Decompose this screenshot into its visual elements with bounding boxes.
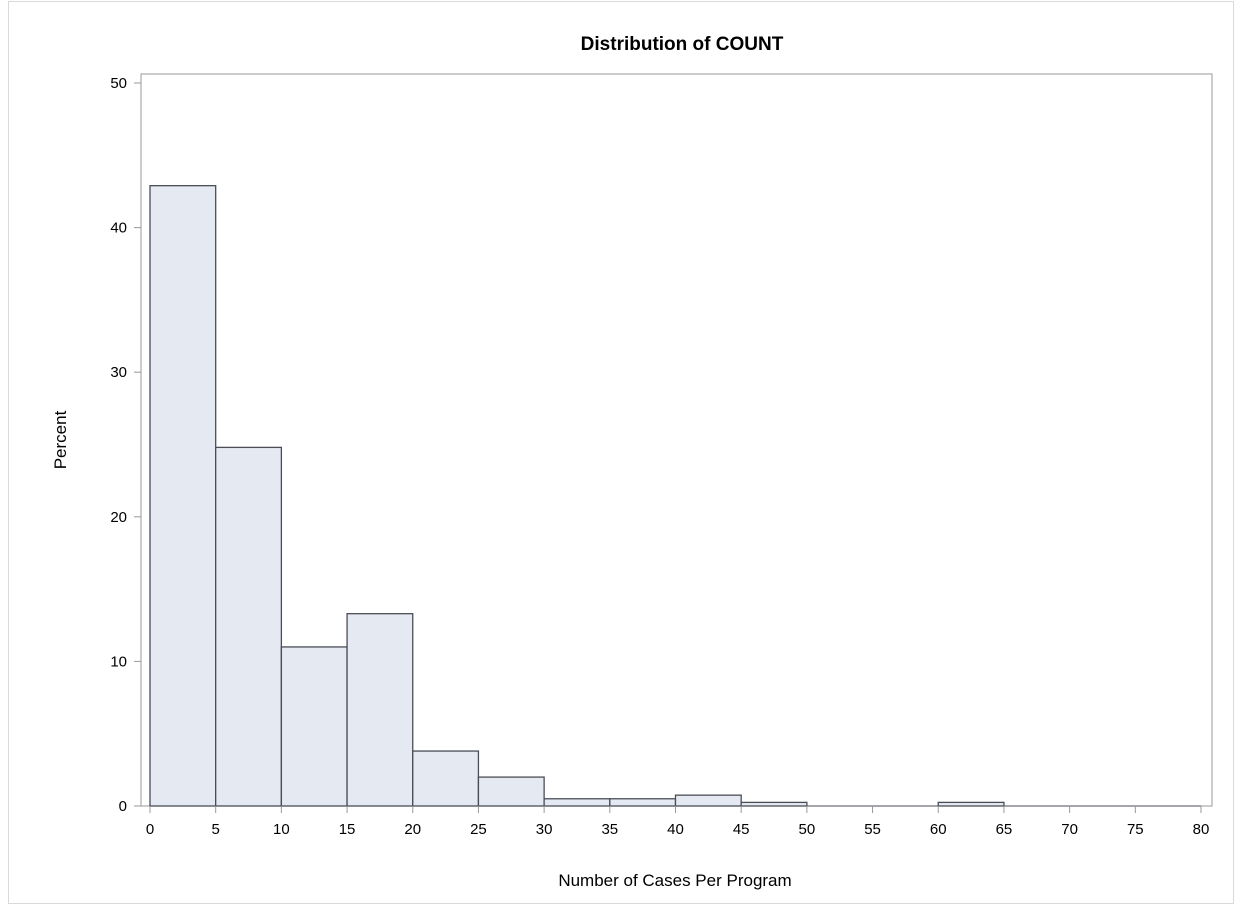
x-tick-label-60: 60 [930,821,947,838]
histogram-bar-45-50 [740,801,808,807]
bars-group [149,185,1201,807]
x-axis: 0 5 10 15 20 25 30 35 40 45 50 55 60 65 70 75 80 [146,806,1210,838]
histogram-bar-60-65 [937,801,1005,807]
x-tick-label-5: 5 [212,821,220,838]
histogram-bar-25-30 [477,776,545,807]
histogram-bar-10-15 [280,646,348,807]
x-tick-label-45: 45 [733,821,750,838]
x-tick-label-70: 70 [1061,821,1078,838]
y-tick-label-10: 10 [110,653,127,670]
y-tick-label-0: 0 [119,798,127,815]
x-tick-label-80: 80 [1193,821,1210,838]
x-tick-label-0: 0 [146,821,154,838]
x-tick-label-40: 40 [667,821,684,838]
histogram-bar-20-25 [412,750,480,807]
x-tick-label-50: 50 [799,821,816,838]
chart-title: Distribution of COUNT [581,34,784,55]
y-tick-label-30: 30 [110,364,127,381]
x-tick-label-30: 30 [536,821,553,838]
x-tick-label-25: 25 [470,821,487,838]
histogram-bar-5-10 [215,446,283,807]
histogram-bar-0-5 [149,185,217,807]
histogram-bar-15-20 [346,613,414,807]
histogram-bar-35-40 [609,798,677,807]
x-tick-label-10: 10 [273,821,290,838]
histogram-bar-30-35 [543,798,611,807]
y-tick-label-40: 40 [110,220,127,237]
x-tick-label-55: 55 [864,821,881,838]
x-tick-label-65: 65 [996,821,1013,838]
x-tick-label-15: 15 [339,821,356,838]
histogram-bar-40-45 [674,794,742,807]
y-tick-label-20: 20 [110,509,127,526]
x-tick-label-20: 20 [404,821,421,838]
y-axis-label: Percent [51,410,70,469]
x-tick-label-35: 35 [601,821,618,838]
y-axis: 0 10 20 30 40 50 [110,75,141,815]
x-axis-label: Number of Cases Per Program [558,871,791,890]
y-tick-label-50: 50 [110,75,127,92]
x-tick-label-75: 75 [1127,821,1144,838]
